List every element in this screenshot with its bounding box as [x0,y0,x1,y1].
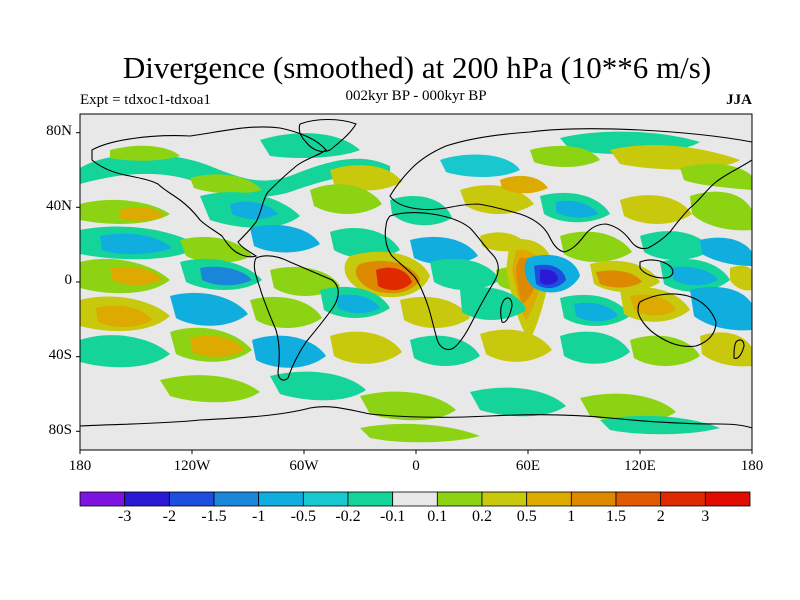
south-america-coastline [253,255,339,381]
colorbar-swatch [660,491,706,507]
lon-label-120e: 120E [624,458,656,474]
colorbar-swatch [124,491,170,507]
colorbar-swatch [436,491,483,507]
maritime-asia-coastline [639,259,674,279]
antarctica-coastline [80,406,752,429]
colorbar-level-label: -0.5 [290,508,316,525]
colorbar-swatch [481,491,528,507]
colorbar-swatch [526,491,572,507]
lat-label-80n: 80N [46,123,72,139]
colorbar-swatch [570,491,617,507]
colorbar-level-label: -2 [162,508,176,525]
lon-label-180w: 180 [68,458,92,474]
lon-label-60w: 60W [289,458,319,474]
season-label: JJA [726,92,752,108]
axis-ticks [76,132,753,454]
colorbar-level-label: 1 [567,508,576,525]
lat-label-80s: 80S [48,422,72,438]
colorbar-level-label: -3 [118,508,132,525]
new-zealand-coastline [733,339,745,359]
colorbar-level-label: 0.2 [472,508,492,525]
colorbar-swatch [258,491,304,507]
north-america-coastline [91,126,327,258]
colorbar-level-label: 1.5 [606,508,626,525]
colorbar [79,491,751,507]
madagascar-coastline [500,297,513,323]
lon-label-120w: 120W [173,458,211,474]
colorbar-swatch [302,491,349,507]
divergence-field [80,131,752,443]
colorbar-swatch [79,491,126,507]
eurasia-coastline [389,128,752,253]
colorbar-level-label: 2 [656,508,665,525]
lat-label-40n: 40N [46,198,72,214]
experiment-label: Expt = tdxoc1-tdxoa1 [80,92,211,108]
colorbar-swatch [213,491,260,507]
colorbar-level-label: -1 [252,508,266,525]
australia-coastline [637,293,717,348]
colorbar-level-label: -0.2 [335,508,361,525]
colorbar-level-label: 3 [701,508,710,525]
lon-label-180e: 180 [740,458,764,474]
colorbar-swatch [615,491,662,507]
colorbar-swatch [168,491,215,507]
colorbar-swatch [392,491,438,507]
colorbar-swatch [347,491,394,507]
africa-coastline [384,212,499,351]
colorbar-level-label: 0.5 [516,508,537,525]
coastlines [80,118,752,429]
colorbar-level-label: -0.1 [380,508,406,525]
greenland-coastline [298,118,357,153]
lon-label-60e: 60E [515,458,541,474]
colorbar-swatch [704,491,751,507]
lat-label-40s: 40S [48,347,72,363]
lat-label-0: 0 [64,272,73,288]
colorbar-level-label: 0.1 [427,508,448,525]
colorbar-level-label: -1.5 [201,508,227,525]
map-title: Divergence (smoothed) at 200 hPa (10**6 … [122,50,712,85]
period-label: 002kyr BP - 000kyr BP [345,88,487,104]
lon-label-0: 0 [412,458,420,474]
